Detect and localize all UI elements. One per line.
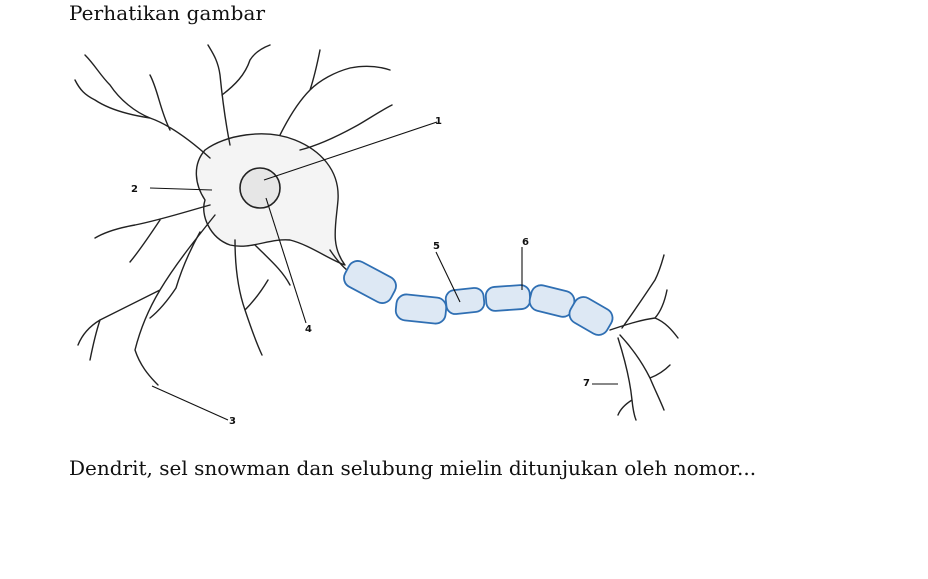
label-4: 4 bbox=[305, 324, 312, 335]
myelin-segment bbox=[568, 296, 614, 336]
dendrite bbox=[299, 104, 393, 151]
dendrite bbox=[207, 44, 271, 146]
dendrite bbox=[279, 49, 391, 136]
nucleus bbox=[239, 167, 281, 209]
question-text: Dendrit, sel snowman dan selubung mielin… bbox=[69, 456, 757, 480]
myelin-segment bbox=[343, 260, 397, 304]
axon-terminal bbox=[617, 337, 637, 421]
dendrite bbox=[77, 214, 216, 386]
dendrite bbox=[234, 239, 269, 356]
axon-terminal bbox=[621, 254, 665, 329]
leader-line-1 bbox=[263, 121, 438, 181]
neuron-svg: 1 2 3 4 5 6 7 bbox=[74, 44, 679, 427]
label-2: 2 bbox=[131, 184, 138, 195]
axon-terminal bbox=[619, 334, 671, 411]
label-5: 5 bbox=[433, 241, 440, 252]
leader-line-2 bbox=[149, 187, 213, 191]
neuron-diagram: 1 2 3 4 5 6 7 bbox=[60, 40, 700, 440]
leader-line-4 bbox=[265, 197, 307, 324]
myelin-segment bbox=[394, 293, 448, 325]
label-3: 3 bbox=[229, 416, 236, 427]
label-7: 7 bbox=[583, 378, 590, 389]
leader-line-5 bbox=[435, 251, 461, 303]
myelin-segment bbox=[444, 287, 486, 315]
dendrite bbox=[74, 54, 211, 159]
dendrite bbox=[149, 231, 201, 319]
dendrite bbox=[94, 204, 211, 263]
label-1: 1 bbox=[435, 116, 442, 127]
label-6: 6 bbox=[522, 237, 529, 248]
page-heading: Perhatikan gambar bbox=[69, 1, 266, 25]
leader-line-3 bbox=[151, 385, 229, 421]
dendrite bbox=[254, 244, 291, 286]
myelin-segment bbox=[484, 284, 532, 312]
